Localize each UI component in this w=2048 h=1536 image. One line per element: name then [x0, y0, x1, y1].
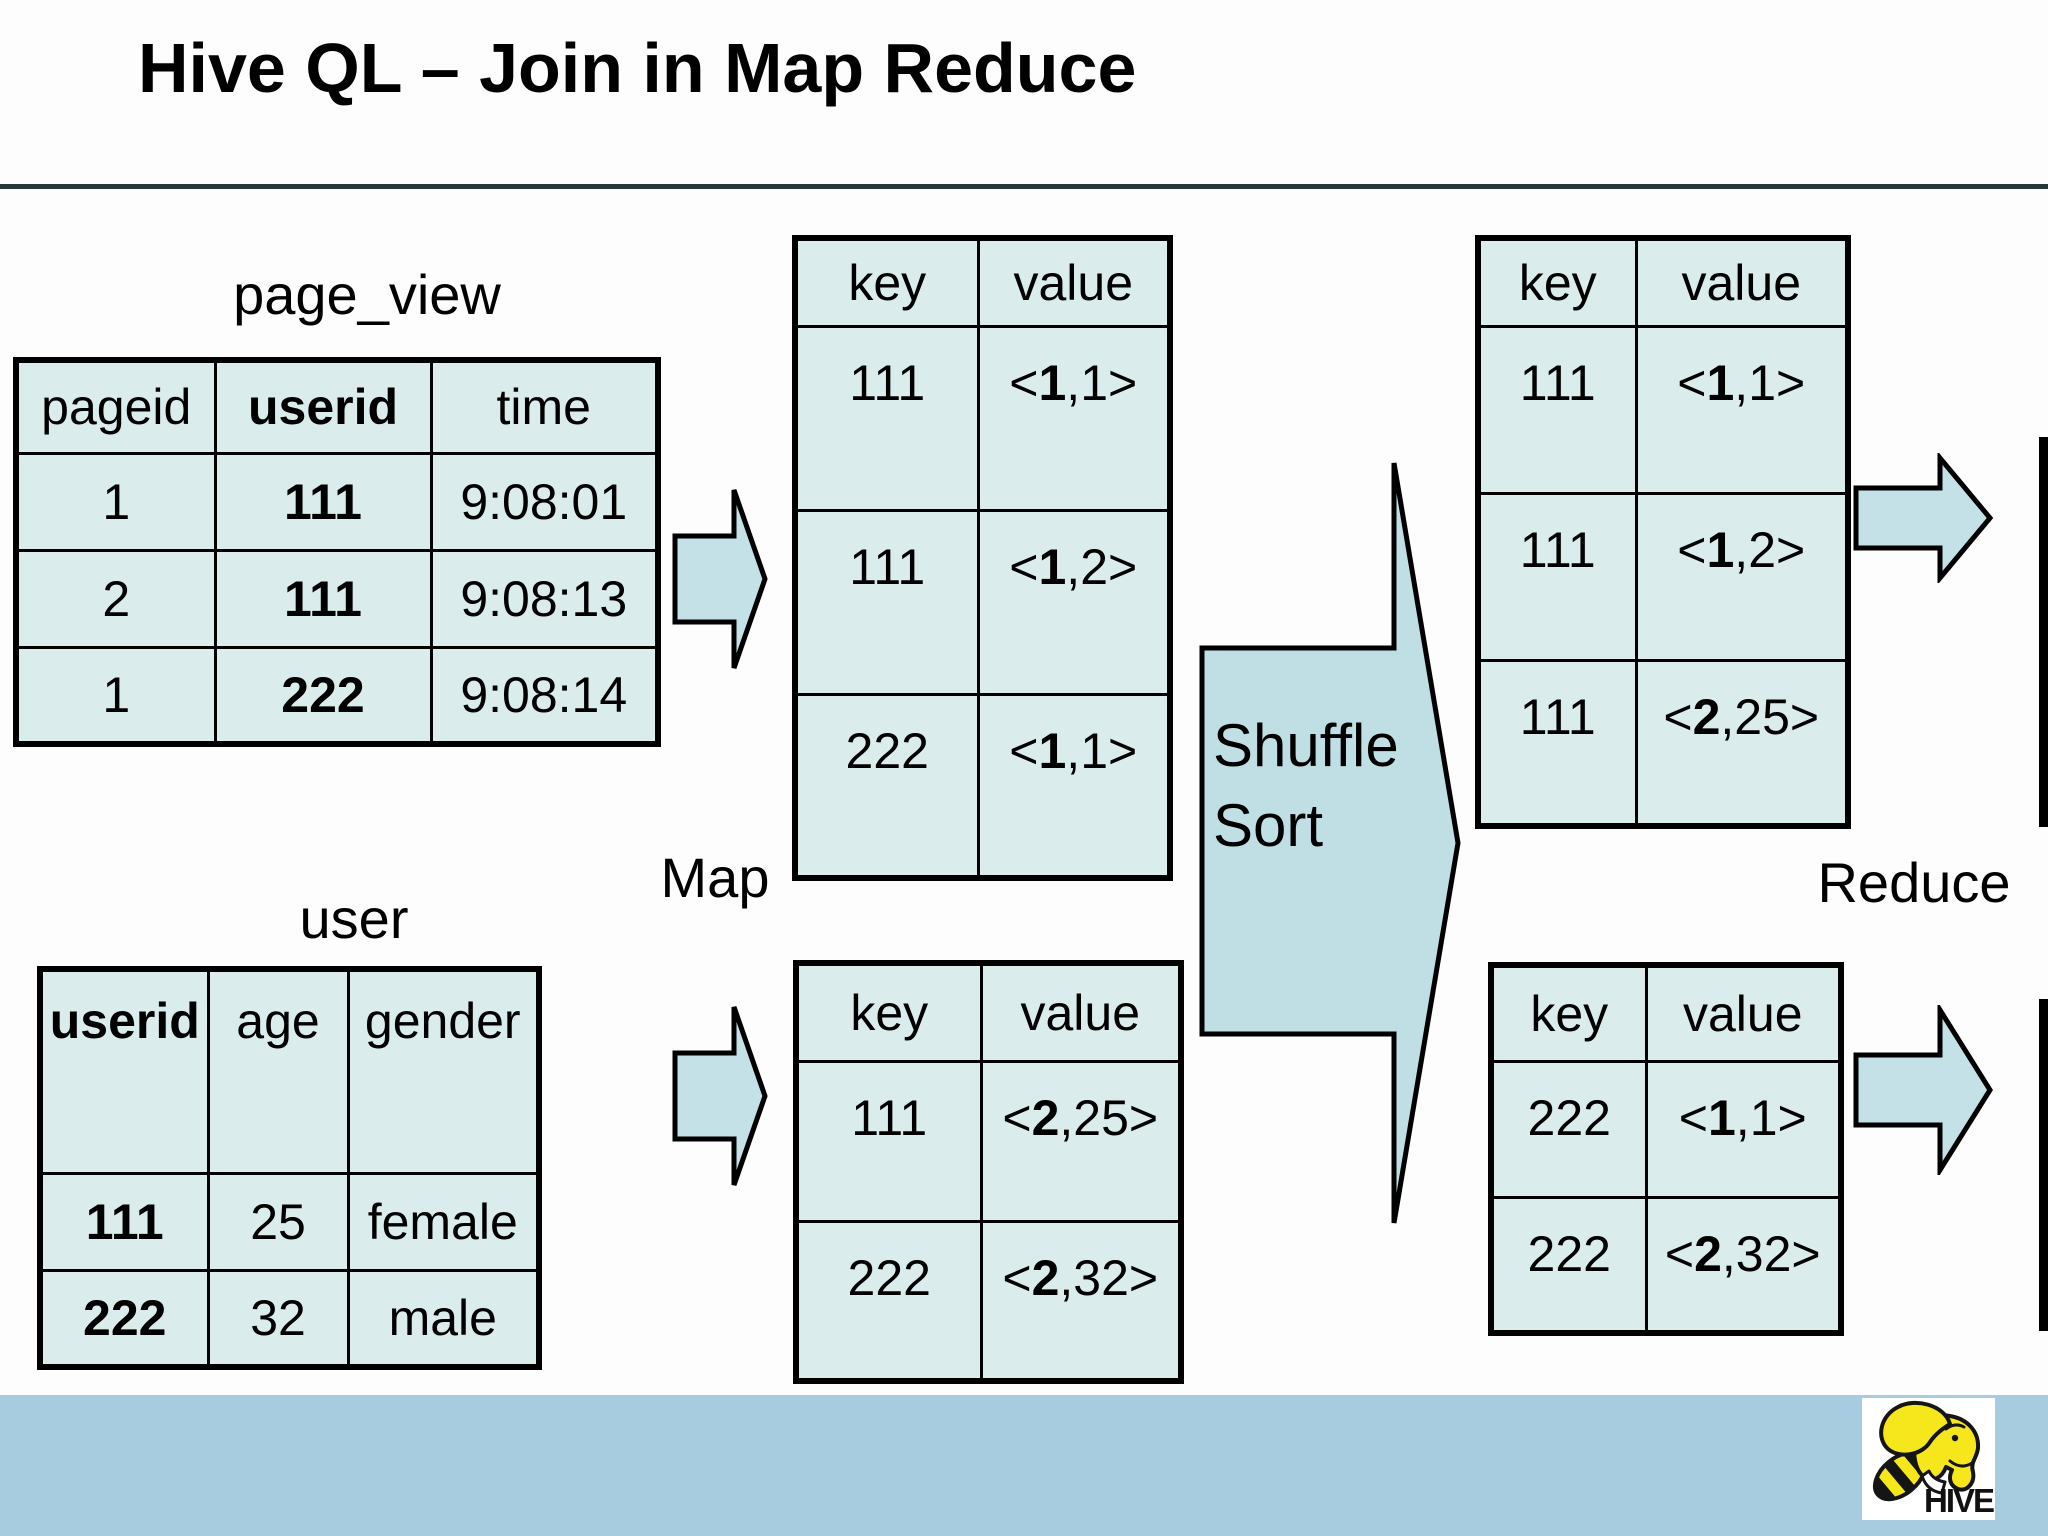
table-cell: <2,25>	[1634, 658, 1850, 828]
column-header: userid	[38, 967, 210, 1175]
table-row: 222 <2,32>	[1489, 1195, 1843, 1335]
table-row: 222 <2,32>	[794, 1219, 1183, 1383]
column-header: gender	[346, 967, 541, 1175]
page-title: Hive QL – Join in Map Reduce	[138, 29, 1137, 107]
column-header: pageid	[14, 358, 217, 455]
reduce-stage-label: Reduce	[1817, 851, 2011, 914]
column-header: key	[793, 236, 980, 328]
column-header: key	[794, 961, 983, 1063]
table-cell: 111	[793, 508, 980, 696]
page-view-table-title: page_view	[233, 263, 501, 326]
table-header-row: key value	[1476, 236, 1850, 328]
shuffle-label: Shuffle	[1213, 712, 1399, 779]
table-cell: <2,32>	[1644, 1195, 1843, 1335]
table-row: 222 <1,1>	[793, 692, 1172, 880]
title-divider	[0, 184, 2048, 189]
sort-label: Sort	[1213, 792, 1324, 859]
table-cell: 222	[213, 645, 433, 746]
column-header: value	[1634, 236, 1850, 328]
table-row: 111 <2,25>	[794, 1059, 1183, 1223]
table-header-row: key value	[794, 961, 1183, 1063]
table-header-row: pageid userid time	[14, 358, 660, 455]
table-cell: 111	[1476, 491, 1638, 662]
table-cell: 111	[794, 1059, 983, 1223]
page-view-table: pageid userid time 1 111 9:08:01 2 111 9…	[13, 357, 661, 747]
table-cell: 32	[206, 1268, 350, 1369]
table-cell: <2,25>	[979, 1059, 1183, 1223]
table-cell: 9:08:01	[429, 451, 660, 552]
table-cell: 111	[213, 548, 433, 649]
user-table: userid age gender 111 25 female 222 32 m…	[37, 966, 542, 1370]
table-cell: 222	[1489, 1195, 1648, 1335]
table-cell: female	[346, 1171, 541, 1272]
table-cell: 25	[206, 1171, 350, 1272]
reduce-input-bottom-table: key value 222 <1,1> 222 <2,32>	[1488, 962, 1844, 1336]
table-cell: 111	[1476, 658, 1638, 828]
hive-mascot-icon: HIVE	[1862, 1398, 1996, 1520]
table-row: 111 <1,1>	[793, 324, 1172, 512]
table-row: 111 <1,2>	[793, 508, 1172, 696]
table-cell: <1,1>	[976, 324, 1172, 512]
table-cell: 9:08:14	[429, 645, 660, 746]
table-cell: 222	[794, 1219, 983, 1383]
table-cell: <1,1>	[1634, 324, 1850, 495]
hive-logo: HIVE	[1862, 1398, 1996, 1520]
table-cell: male	[346, 1268, 541, 1369]
table-row: 222 32 male	[38, 1268, 541, 1369]
reduce-arrow-bottom-icon	[1853, 1005, 1993, 1175]
table-cell: 9:08:13	[429, 548, 660, 649]
partial-table-edge-top	[2039, 437, 2048, 827]
column-header: value	[976, 236, 1172, 328]
table-cell: <1,2>	[1634, 491, 1850, 662]
column-header: value	[979, 961, 1183, 1063]
table-cell: <1,2>	[976, 508, 1172, 696]
table-row: 111 <1,1>	[1476, 324, 1850, 495]
table-cell: 222	[38, 1268, 210, 1369]
map-stage-label: Map	[660, 846, 770, 909]
table-cell: <1,1>	[1644, 1059, 1843, 1199]
table-row: 111 25 female	[38, 1171, 541, 1272]
table-cell: 222	[793, 692, 980, 880]
table-row: 111 <2,25>	[1476, 658, 1850, 828]
user-table-title: user	[299, 887, 409, 950]
footer-bar	[0, 1395, 2048, 1536]
shuffle-sort-label: Shuffle Sort	[1213, 706, 1399, 866]
table-row: 2 111 9:08:13	[14, 548, 660, 649]
reduce-input-top-table: key value 111 <1,1> 111 <1,2> 111 <2,25>	[1475, 235, 1851, 829]
table-cell: 1	[14, 451, 217, 552]
table-row: 1 111 9:08:01	[14, 451, 660, 552]
reduce-arrow-top-icon	[1853, 453, 1994, 583]
shuffle-sort-arrow-icon	[1199, 462, 1461, 1224]
map-output-top-table: key value 111 <1,1> 111 <1,2> 222 <1,1>	[792, 235, 1173, 881]
table-row: 111 <1,2>	[1476, 491, 1850, 662]
map-arrow-top-icon	[672, 489, 768, 669]
table-cell: 2	[14, 548, 217, 649]
table-cell: <1,1>	[976, 692, 1172, 880]
column-header: age	[206, 967, 350, 1175]
table-header-row: key value	[793, 236, 1172, 328]
partial-table-edge-bottom	[2039, 999, 2048, 1331]
table-cell: 111	[793, 324, 980, 512]
table-header-row: key value	[1489, 963, 1843, 1063]
column-header: key	[1476, 236, 1638, 328]
table-header-row: userid age gender	[38, 967, 541, 1175]
column-header: userid	[213, 358, 433, 455]
column-header: key	[1489, 963, 1648, 1063]
table-cell: 111	[1476, 324, 1638, 495]
column-header: value	[1644, 963, 1843, 1063]
table-cell: 111	[213, 451, 433, 552]
table-cell: 1	[14, 645, 217, 746]
svg-text:HIVE: HIVE	[1924, 1482, 1994, 1519]
table-cell: 111	[38, 1171, 210, 1272]
table-row: 222 <1,1>	[1489, 1059, 1843, 1199]
table-cell: 222	[1489, 1059, 1648, 1199]
map-arrow-bottom-icon	[672, 1006, 768, 1186]
column-header: time	[429, 358, 660, 455]
table-row: 1 222 9:08:14	[14, 645, 660, 746]
map-output-bottom-table: key value 111 <2,25> 222 <2,32>	[793, 960, 1184, 1384]
table-cell: <2,32>	[979, 1219, 1183, 1383]
